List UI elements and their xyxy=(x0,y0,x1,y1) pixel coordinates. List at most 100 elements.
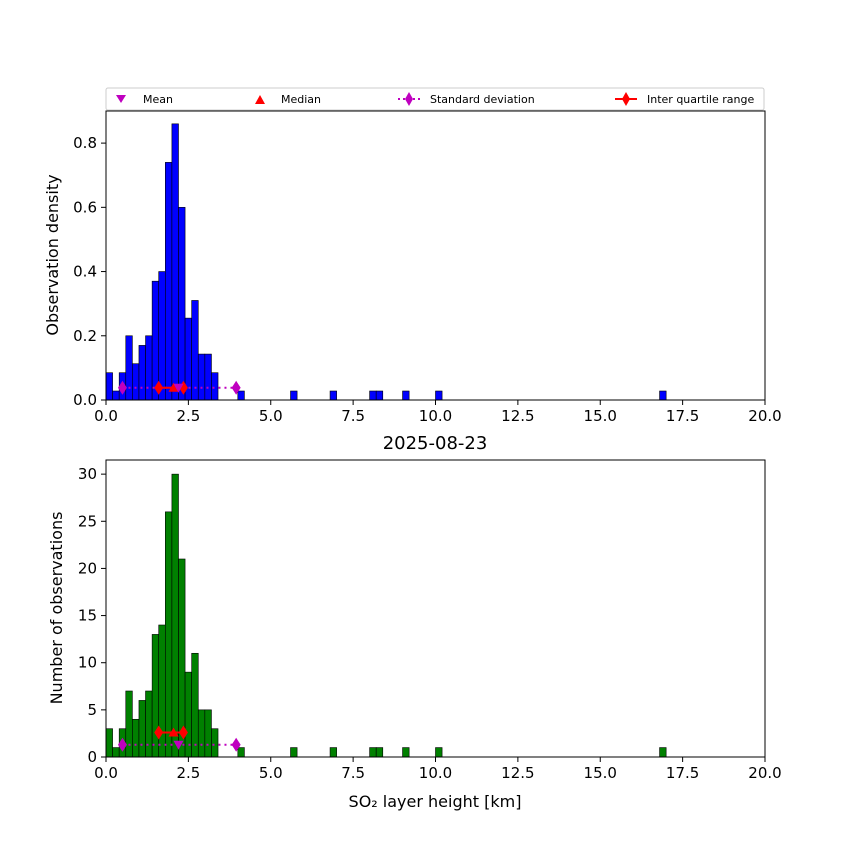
density-bar xyxy=(211,372,219,401)
density-bar xyxy=(151,280,160,401)
count-y-tick-label: 20 xyxy=(78,559,97,577)
density-bar xyxy=(329,390,337,401)
count-bar xyxy=(211,728,219,758)
density-x-tick-label: 0.0 xyxy=(94,407,118,425)
count-bar xyxy=(165,511,173,758)
count-median-marker xyxy=(168,727,179,737)
density-median-marker xyxy=(168,382,179,392)
mean-marker-icon xyxy=(116,95,126,103)
legend-box xyxy=(105,87,765,111)
density-bar xyxy=(165,162,173,401)
density-panel: 0.0 2.5 5.0 7.5 10.0 12.5 15.0 17.5 20.0 0.00.20… xyxy=(43,110,782,425)
count-bar xyxy=(204,709,212,758)
count-bar xyxy=(329,747,337,758)
density-bar xyxy=(145,335,153,401)
density-y-tick-label: 0.6 xyxy=(73,198,97,216)
count-bar xyxy=(197,709,206,758)
count-bar xyxy=(145,690,153,758)
density-y-ticks: 0.0 0.2 0.4 0.6 0.8 xyxy=(73,134,106,409)
legend-median-label: Median xyxy=(281,93,321,106)
density-bar xyxy=(158,271,166,401)
iqr-diamond-icon xyxy=(622,92,630,106)
count-bar xyxy=(138,700,146,758)
density-bar xyxy=(178,207,186,401)
count-x-tick-label: 2.5 xyxy=(176,764,200,782)
count-stats-markers xyxy=(117,725,241,752)
density-x-tick-label: 7.5 xyxy=(341,407,365,425)
count-x-tick-label: 15.0 xyxy=(584,764,617,782)
count-mean-marker xyxy=(173,740,184,750)
count-bar xyxy=(171,473,179,758)
median-marker-icon xyxy=(255,95,265,104)
count-x-tick-label: 20.0 xyxy=(748,764,781,782)
density-std-high-marker xyxy=(231,380,241,395)
count-y-tick-label: 30 xyxy=(78,465,97,483)
std-diamond-icon xyxy=(405,92,413,106)
count-bar xyxy=(435,747,443,758)
legend-mean-label: Mean xyxy=(143,93,173,106)
density-bar xyxy=(191,300,199,401)
density-bar xyxy=(105,372,113,401)
count-x-tick-label: 0.0 xyxy=(94,764,118,782)
density-bar xyxy=(402,390,410,401)
density-bar xyxy=(138,345,146,401)
count-panel: 2025-08-23 0.0 2.5 5.0 7.5 10.0 12.5 15.0 17.5 2… xyxy=(47,433,782,811)
legend: Mean Median Standard deviation Inter qua… xyxy=(105,87,765,111)
count-bar xyxy=(112,747,120,758)
density-y-tick-label: 0.8 xyxy=(73,134,97,152)
count-std-high-marker xyxy=(231,737,241,752)
density-y-tick-label: 0.4 xyxy=(73,263,97,281)
legend-iqr-label: Inter quartile range xyxy=(647,93,754,106)
density-mean-marker xyxy=(173,383,184,393)
density-x-tick-label: 2.5 xyxy=(176,407,200,425)
legend-std-label: Standard deviation xyxy=(430,93,535,106)
count-y-axis-label: Number of observations xyxy=(47,512,66,705)
density-stats-markers xyxy=(117,380,241,395)
count-std-low-marker xyxy=(117,737,127,752)
density-y-tick-label: 0.0 xyxy=(73,391,97,409)
count-bar xyxy=(375,747,384,758)
density-bar xyxy=(435,390,443,401)
count-x-tick-label: 12.5 xyxy=(501,764,534,782)
density-iqr-low-marker xyxy=(154,380,164,395)
density-x-tick-label: 17.5 xyxy=(666,407,699,425)
count-iqr-high-marker xyxy=(178,725,188,740)
density-x-tick-label: 20.0 xyxy=(748,407,781,425)
count-x-tick-label: 5.0 xyxy=(259,764,283,782)
count-x-tick-label: 17.5 xyxy=(666,764,699,782)
density-bar xyxy=(659,390,667,401)
density-bar xyxy=(204,353,212,401)
density-x-tick-label: 12.5 xyxy=(501,407,534,425)
count-bar xyxy=(184,671,192,758)
density-bar xyxy=(112,390,120,401)
count-bar xyxy=(151,634,160,758)
count-bar xyxy=(402,747,410,758)
density-x-ticks: 0.0 2.5 5.0 7.5 10.0 12.5 15.0 17.5 20.0 xyxy=(94,400,782,425)
density-bar xyxy=(237,390,245,401)
count-bar xyxy=(237,747,245,758)
density-bars xyxy=(105,123,667,401)
density-bar xyxy=(125,335,133,401)
count-y-ticks: 0 5 10 15 20 25 30 xyxy=(78,465,106,766)
density-std-low-marker xyxy=(117,380,127,395)
count-bar xyxy=(659,747,667,758)
density-bar xyxy=(290,390,298,401)
count-bar xyxy=(132,718,140,758)
count-y-tick-label: 5 xyxy=(87,701,97,719)
density-bar xyxy=(171,123,179,401)
count-y-tick-label: 0 xyxy=(87,748,97,766)
count-x-tick-label: 10.0 xyxy=(419,764,452,782)
density-x-tick-label: 10.0 xyxy=(419,407,452,425)
count-iqr-low-marker xyxy=(154,725,164,740)
count-bar xyxy=(290,747,298,758)
density-x-tick-label: 15.0 xyxy=(584,407,617,425)
density-bar xyxy=(132,363,140,401)
density-y-tick-label: 0.2 xyxy=(73,327,97,345)
density-y-axis-label: Observation density xyxy=(43,174,62,335)
density-bar xyxy=(197,353,206,401)
count-panel-title: 2025-08-23 xyxy=(383,433,488,454)
density-bar xyxy=(369,390,377,401)
count-bar xyxy=(125,690,133,758)
density-x-tick-label: 5.0 xyxy=(259,407,283,425)
